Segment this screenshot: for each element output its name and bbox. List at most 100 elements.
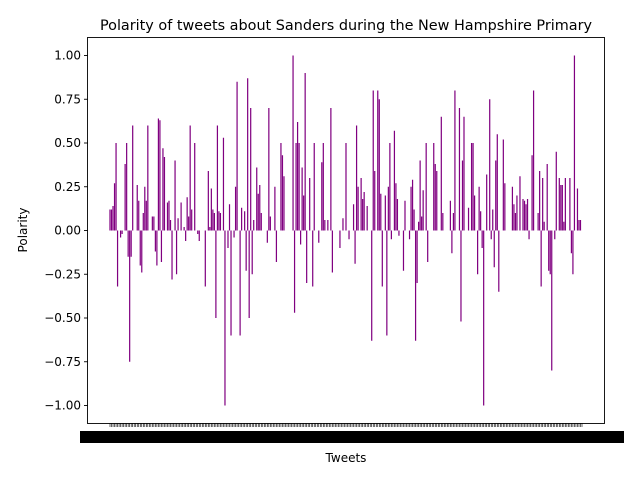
y-tick-label: 0.75 [54, 92, 81, 106]
bar [418, 221, 420, 231]
bar [492, 209, 494, 231]
bar [257, 193, 259, 231]
bar [451, 230, 453, 254]
bar [569, 178, 571, 231]
bar [175, 230, 178, 275]
bar [227, 230, 229, 248]
bar [218, 211, 220, 231]
bar [480, 211, 482, 231]
bar [422, 190, 424, 231]
bar [171, 230, 173, 280]
bar [555, 151, 557, 231]
y-tick-label: −0.75 [44, 355, 81, 369]
bar [551, 230, 553, 371]
bar [198, 230, 200, 241]
bar [130, 230, 132, 257]
bar [153, 216, 155, 231]
bar [162, 148, 164, 231]
bar [362, 199, 364, 231]
bar [414, 230, 417, 341]
y-tick-label: 0.25 [54, 180, 81, 194]
bar [513, 204, 515, 231]
bar [197, 230, 199, 234]
bar [132, 125, 134, 231]
bar [260, 213, 262, 231]
bar [470, 143, 473, 231]
bar [207, 171, 209, 231]
bar [410, 186, 412, 231]
bar [449, 200, 451, 231]
bar [548, 230, 550, 271]
bar [427, 230, 429, 262]
bar [209, 227, 211, 231]
bar [413, 209, 415, 231]
bar [504, 183, 506, 231]
bar [180, 202, 182, 231]
bar [129, 230, 131, 362]
bar [442, 213, 444, 231]
bar [321, 162, 323, 231]
bar [142, 213, 144, 231]
bar [411, 179, 414, 231]
bar [228, 204, 231, 231]
bar [330, 108, 332, 231]
bar [194, 143, 196, 231]
bar [119, 230, 122, 238]
bar [230, 230, 232, 336]
bar [477, 230, 479, 275]
bar [570, 230, 573, 254]
bar [121, 230, 123, 234]
bar [560, 185, 562, 231]
bar [381, 230, 383, 287]
bar [222, 137, 225, 231]
bar [295, 143, 297, 231]
bar [168, 200, 170, 231]
bar [532, 90, 535, 231]
x-axis [80, 423, 624, 443]
bar [563, 221, 565, 231]
bar [390, 230, 392, 240]
bar [145, 200, 147, 231]
bar [561, 185, 563, 231]
bar [395, 183, 397, 231]
y-tick-label: −0.50 [44, 311, 81, 325]
bar [502, 139, 504, 231]
bar [436, 171, 438, 231]
bar [212, 209, 214, 231]
bar [374, 171, 376, 231]
bar-series [109, 55, 583, 406]
bar [461, 160, 464, 231]
bar [558, 178, 560, 231]
bar [213, 213, 215, 231]
bar [363, 192, 365, 231]
bar [241, 207, 243, 231]
bar [542, 178, 544, 231]
bar [380, 193, 382, 231]
bar [247, 78, 249, 231]
bar [113, 183, 116, 231]
bar [434, 164, 436, 231]
bar [169, 220, 172, 231]
bar [324, 220, 326, 231]
bar [478, 186, 480, 231]
bar [144, 186, 146, 231]
bar [239, 230, 241, 336]
bar [352, 204, 355, 231]
bar [345, 143, 347, 231]
bar [460, 230, 462, 322]
bar [416, 230, 418, 283]
bar [378, 99, 380, 231]
bar [519, 176, 521, 231]
bar [313, 143, 315, 231]
bar [543, 221, 545, 231]
bar [210, 188, 212, 231]
bar [115, 143, 117, 231]
bar [377, 90, 379, 231]
bar [360, 178, 362, 231]
bar [564, 178, 566, 231]
bar [186, 197, 188, 231]
bar [342, 218, 344, 231]
bar [248, 230, 250, 318]
bar [322, 143, 324, 231]
